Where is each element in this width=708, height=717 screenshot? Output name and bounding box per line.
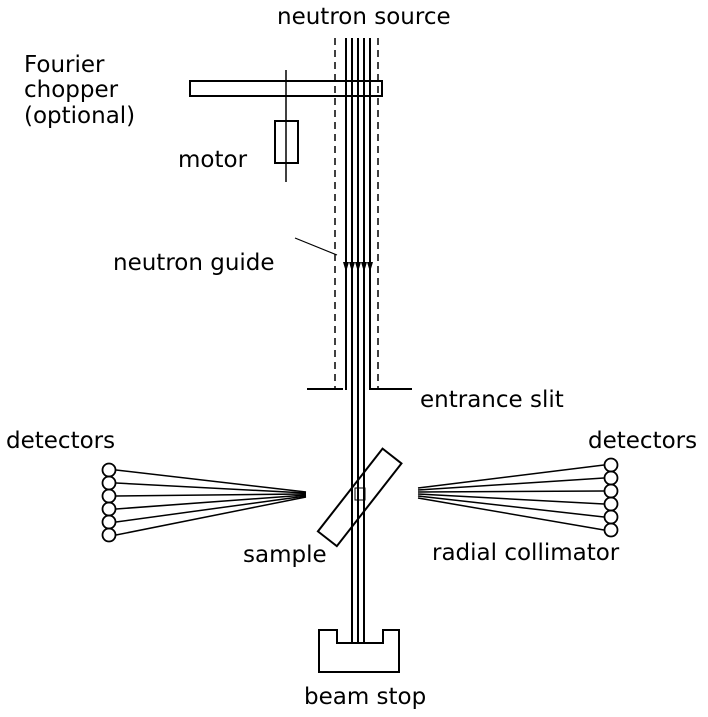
entrance-slit-label: entrance slit — [420, 387, 564, 413]
radial-collimator-label: radial collimator — [432, 540, 620, 566]
chopper-label: chopper — [24, 77, 119, 103]
left-detectors-label: detectors — [6, 428, 116, 454]
left-radial-collimator — [115, 469, 307, 536]
motor-label: motor — [178, 147, 248, 173]
right-detector-bank — [603, 457, 619, 538]
motor — [274, 70, 299, 182]
right-radial-collimator — [417, 464, 605, 531]
neutron-guide-label: neutron guide — [113, 250, 275, 276]
transmitted-beam — [351, 390, 365, 640]
neutron-beam — [345, 38, 371, 390]
beam-stop — [318, 629, 400, 673]
beam-stop-label: beam stop — [304, 684, 427, 710]
neutron-source-label: neutron source — [277, 4, 451, 30]
right-detectors-label: detectors — [588, 428, 698, 454]
sample-label: sample — [243, 542, 327, 568]
optional-label: (optional) — [24, 103, 136, 129]
fourier-label: Fourier — [24, 52, 105, 78]
neutron-guide — [294, 38, 379, 390]
sample-holder — [316, 447, 403, 548]
beam-direction-arrows — [343, 262, 373, 272]
left-detector-bank — [101, 462, 117, 543]
